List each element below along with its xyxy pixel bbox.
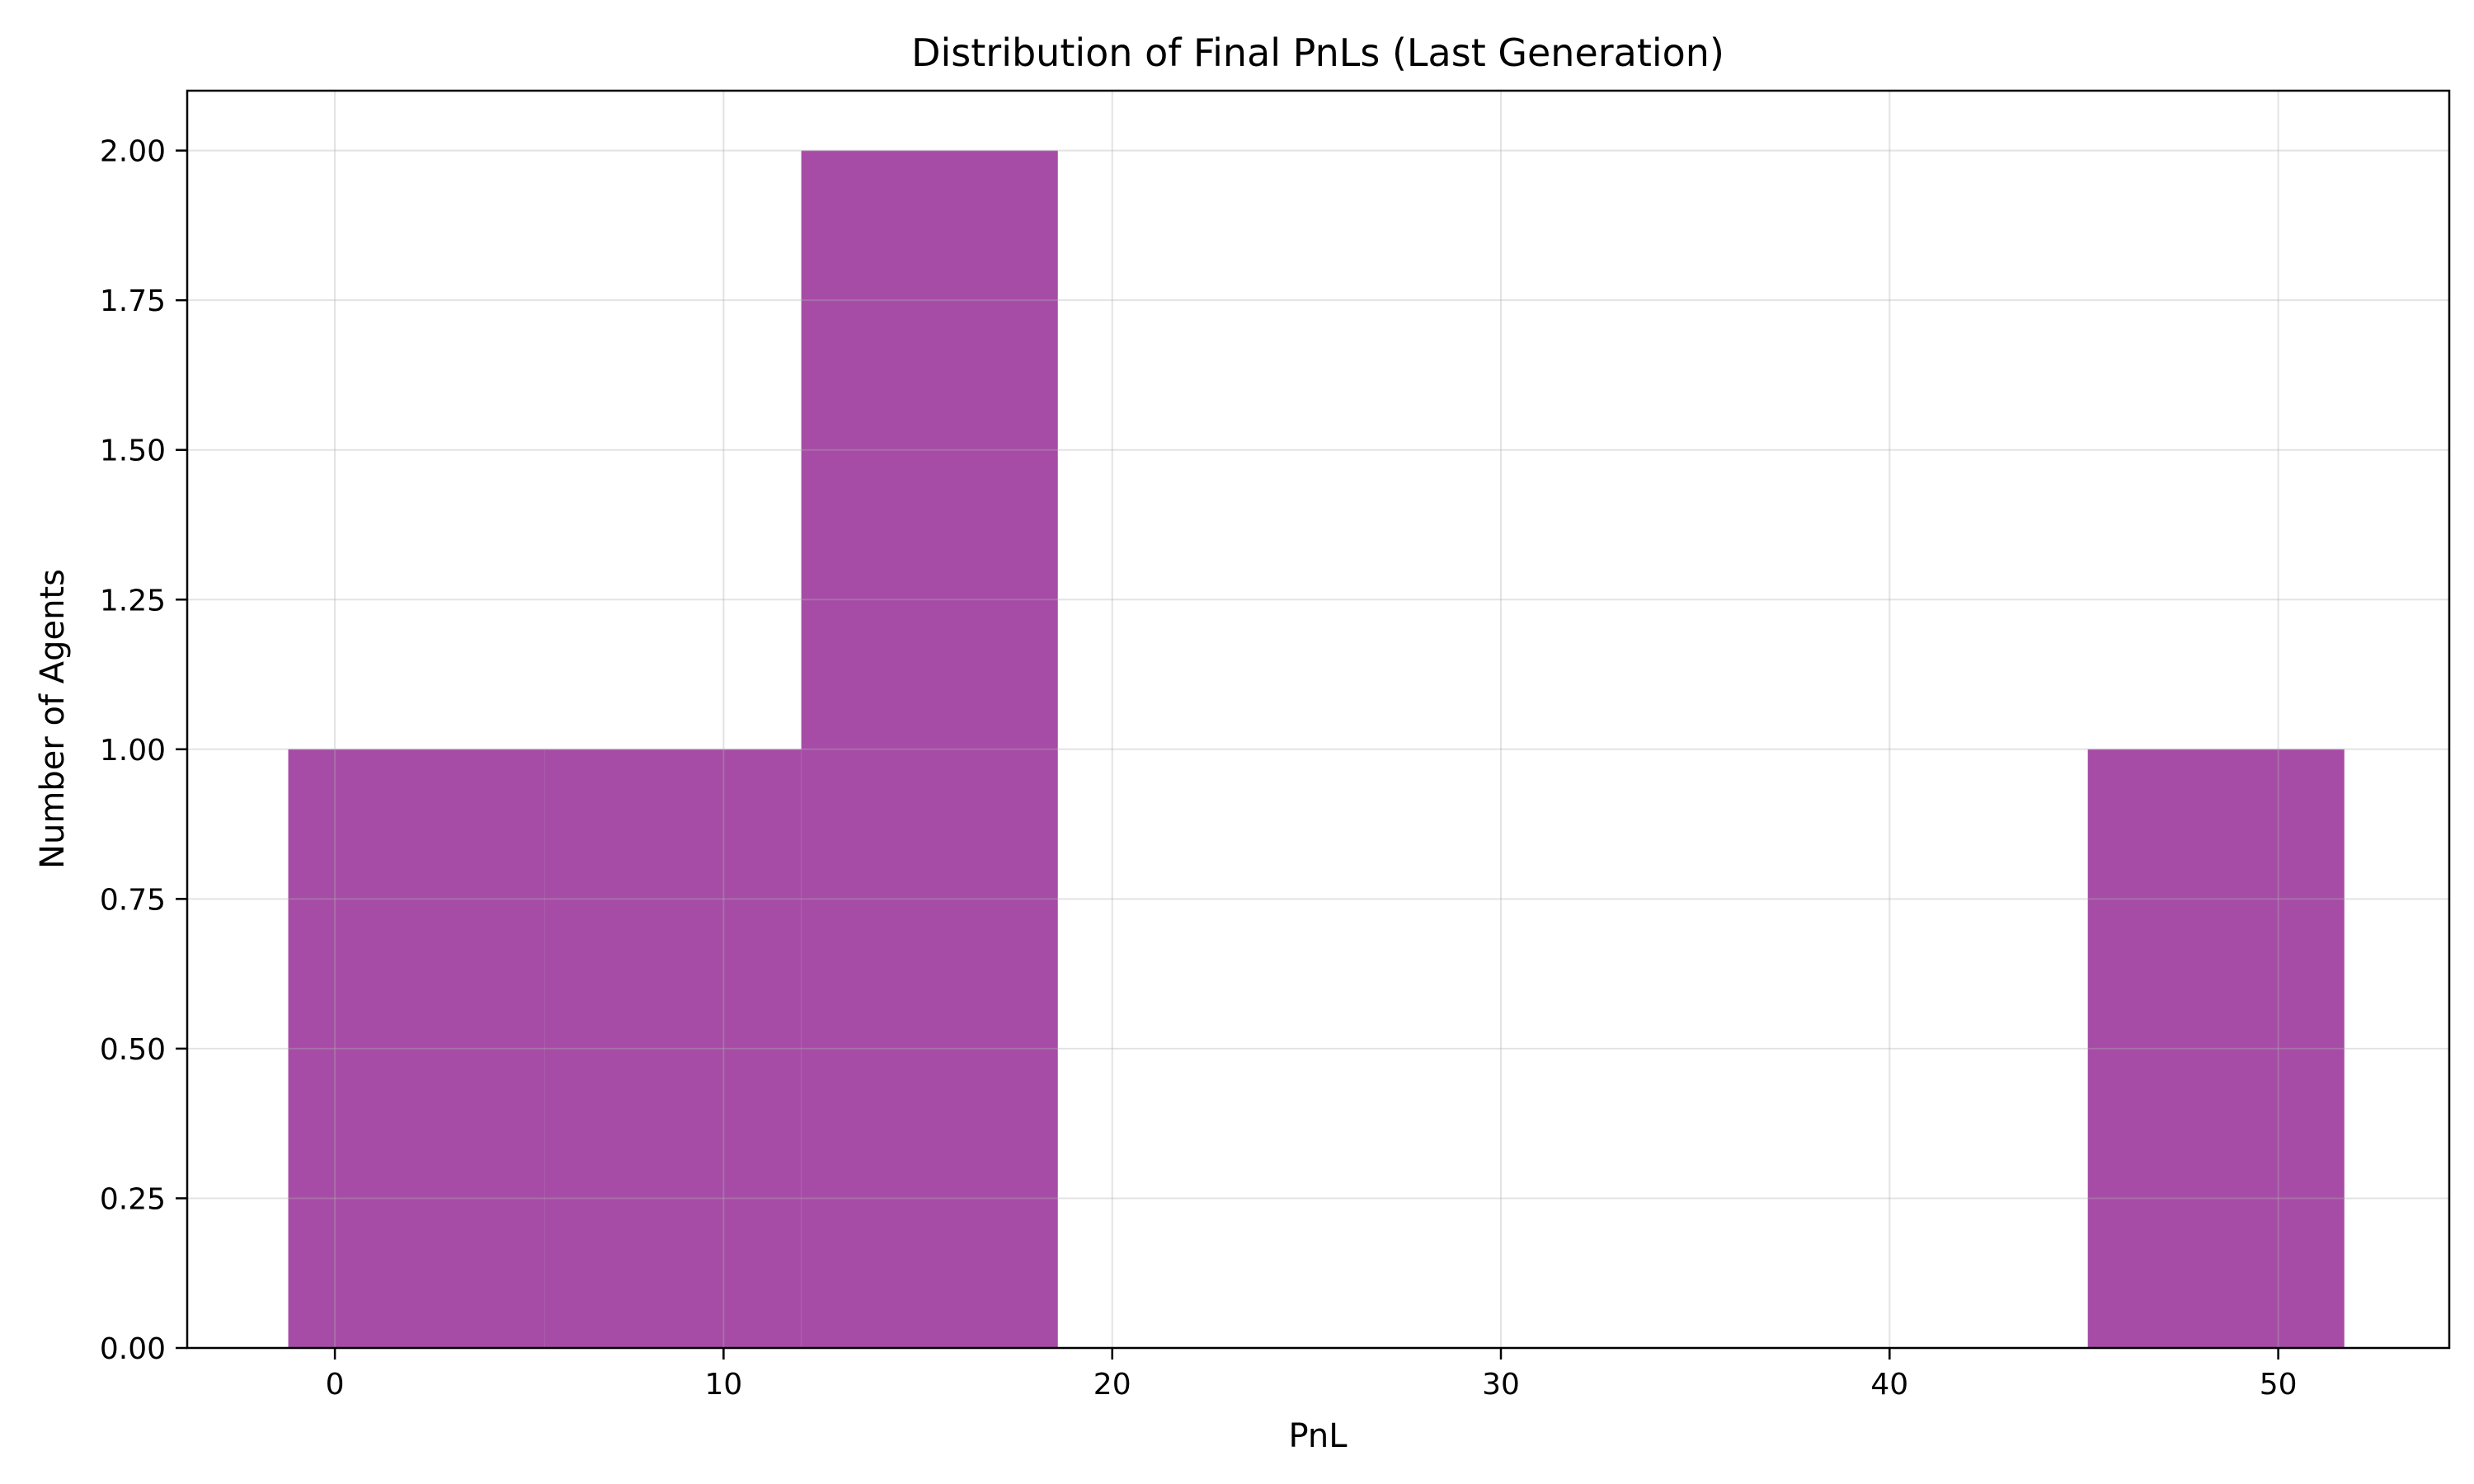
- y-tick-label: 1.50: [100, 434, 166, 468]
- x-axis-label: PnL: [1288, 1417, 1348, 1455]
- y-tick-label: 1.25: [100, 584, 166, 618]
- y-axis-label: Number of Agents: [34, 569, 72, 869]
- y-tick-label: 0.75: [100, 883, 166, 917]
- histogram-bar-7: [2087, 749, 2345, 1348]
- x-tick-label: 20: [1094, 1368, 1131, 1402]
- y-tick-label: 1.75: [100, 284, 166, 318]
- histogram-bar-1: [544, 749, 802, 1348]
- x-tick-label: 0: [326, 1368, 345, 1402]
- y-tick-label: 1.00: [100, 734, 166, 768]
- y-axis-ticks: 0.00 0.25 0.50 0.75 1.00 1.25 1.50 1.75 2.00: [100, 135, 187, 1366]
- histogram-bar-0: [288, 749, 545, 1348]
- y-tick-label: 2.00: [100, 135, 166, 169]
- bars-layer: [288, 150, 2345, 1349]
- x-tick-label: 40: [1870, 1368, 1908, 1402]
- plot-frame: [186, 89, 2451, 1350]
- y-tick-label: 0.50: [100, 1033, 166, 1067]
- x-axis-ticks: 0 10 20 30 40 50: [326, 1348, 2298, 1402]
- x-tick-label: 30: [1482, 1368, 1520, 1402]
- x-tick-label: 50: [2260, 1368, 2298, 1402]
- y-tick-label: 0.00: [100, 1332, 166, 1366]
- histogram-bar-2: [801, 150, 1058, 1349]
- y-tick-label: 0.25: [100, 1182, 166, 1216]
- chart-title: Distribution of Final PnLs (Last Generat…: [911, 31, 1724, 75]
- x-tick-label: 10: [704, 1368, 742, 1402]
